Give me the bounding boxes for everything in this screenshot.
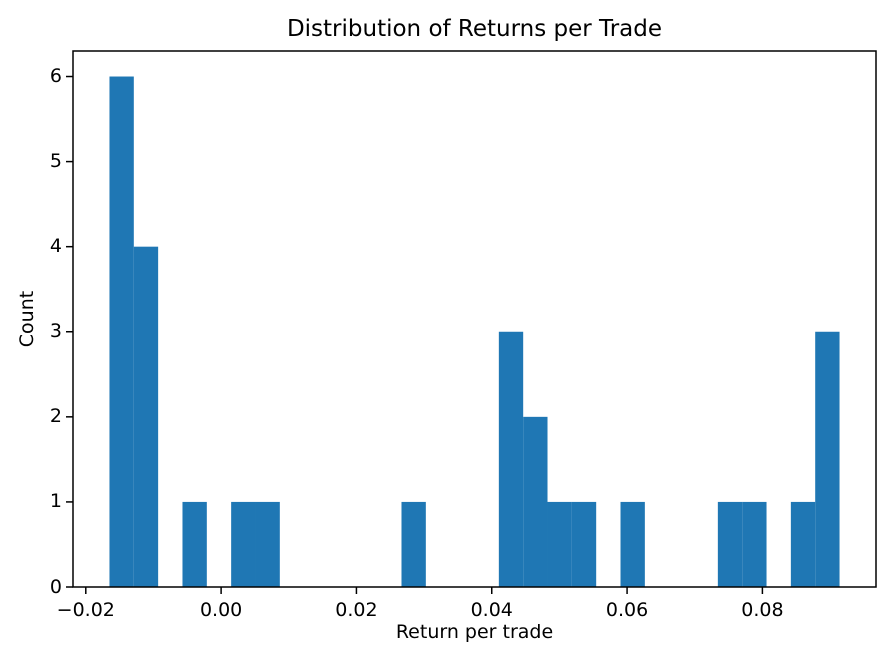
x-tick-label: 0.00 [199, 599, 243, 621]
histogram-bar [401, 501, 426, 587]
histogram-bar [182, 501, 207, 587]
histogram-bar [620, 501, 645, 587]
histogram-bar [133, 246, 159, 587]
histogram-bar [523, 416, 548, 587]
histogram-bar [498, 331, 524, 587]
x-tick-label: 0.04 [470, 599, 513, 621]
y-tick-label: 3 [49, 320, 62, 343]
x-tick-label: 0.08 [741, 599, 784, 621]
chart-title: Distribution of Returns per Trade [286, 16, 663, 42]
y-tick-label: 2 [49, 405, 62, 428]
y-tick-label: 6 [49, 65, 62, 88]
x-tick-label: 0.02 [335, 599, 378, 621]
histogram-bar [547, 501, 572, 587]
y-tick-label: 1 [49, 490, 62, 513]
histogram-bar [255, 501, 280, 587]
histogram-bar [815, 331, 840, 587]
histogram-bar [717, 501, 743, 587]
y-tick-label: 0 [49, 575, 62, 598]
histogram-bar [231, 501, 256, 587]
histogram-bar [790, 501, 816, 587]
x-tick-label: 0.06 [605, 599, 649, 621]
y-tick-label: 5 [49, 150, 62, 173]
histogram-bar [571, 501, 597, 587]
x-tick-label: −0.02 [56, 599, 115, 621]
y-tick-label: 4 [49, 235, 62, 258]
x-axis-label: Return per trade [395, 621, 554, 643]
histogram-bar [742, 501, 767, 587]
histogram-bar [109, 76, 134, 588]
axes-spines [72, 50, 877, 588]
